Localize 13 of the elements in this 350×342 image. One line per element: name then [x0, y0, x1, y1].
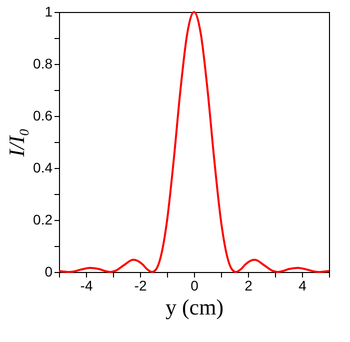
- y-axis-title: I/I₀: [4, 128, 30, 158]
- y-tick-label: 0: [44, 264, 53, 280]
- x-tick-label: 0: [190, 278, 199, 294]
- x-tick-label: 4: [298, 278, 307, 294]
- y-tick-label: 0.2: [33, 212, 53, 228]
- y-tick-label: 0.6: [33, 108, 53, 124]
- x-tick-label: -2: [134, 278, 147, 294]
- y-tick-label: 0.4: [33, 160, 53, 176]
- x-axis-title: y (cm): [165, 294, 224, 320]
- x-tick-label: -4: [80, 278, 93, 294]
- x-tick-label: 2: [244, 278, 253, 294]
- y-tick-label: 1: [44, 4, 53, 20]
- y-tick-label: 0.8: [33, 56, 53, 72]
